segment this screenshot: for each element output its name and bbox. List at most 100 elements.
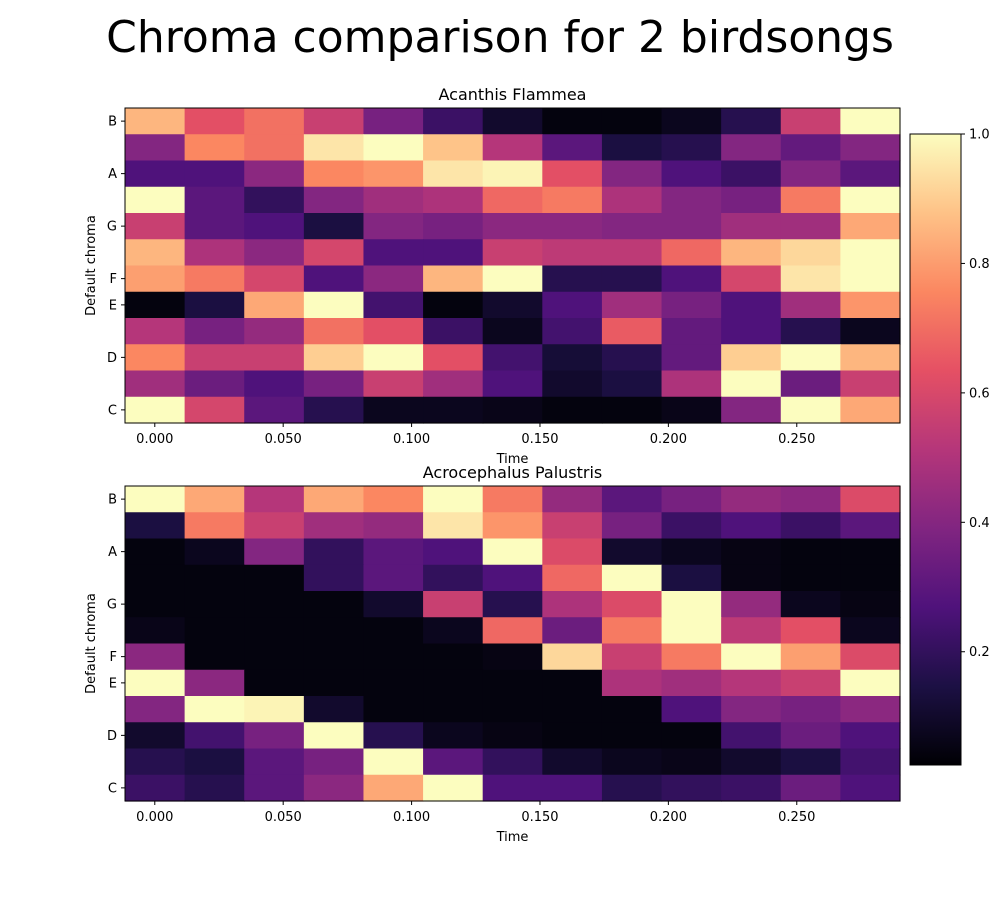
heatmap-cell	[721, 564, 782, 592]
axes-frame	[124, 107, 901, 424]
heatmap-cell	[244, 396, 305, 424]
heatmap-cell	[780, 396, 841, 424]
heatmap-cell	[482, 722, 543, 750]
heatmap-cell	[601, 696, 663, 723]
heatmap-cell	[601, 396, 663, 424]
heatmap-cell	[244, 213, 305, 240]
x-axis-ticks: 0.000 0.050 0.100 0.150 0.200 0.250	[136, 801, 815, 825]
heatmap-cell	[721, 538, 782, 566]
heatmap-cell	[244, 291, 305, 319]
heatmap-cell	[542, 774, 603, 802]
heatmap-cell	[423, 696, 484, 723]
heatmap-cell	[840, 134, 901, 162]
heatmap-cell	[363, 344, 424, 372]
heatmap-cell	[721, 396, 782, 424]
y-tick-label: C	[108, 403, 117, 418]
heatmap-cell	[423, 748, 484, 776]
heatmap-cell	[303, 748, 365, 776]
heatmap-cell	[482, 512, 543, 540]
heatmap-cell	[661, 318, 722, 345]
heatmap-cell	[423, 344, 484, 372]
heatmap-cell	[244, 486, 305, 513]
heatmap-cell	[125, 696, 186, 723]
heatmap-cell	[661, 617, 722, 645]
heatmap-cell	[482, 160, 543, 188]
heatmap-cell	[780, 591, 841, 618]
heatmap-cell	[423, 160, 484, 188]
heatmap-cell	[423, 318, 484, 345]
heatmap-cell	[542, 344, 603, 372]
heatmap-cell	[244, 696, 305, 723]
heatmap-cell	[363, 239, 424, 267]
heatmap-cell	[125, 265, 186, 293]
heatmap-cell	[184, 486, 245, 513]
heatmap-cell	[601, 160, 663, 188]
heatmap-cell	[184, 696, 245, 723]
y-tick-label: G	[107, 220, 117, 235]
heatmap-cell	[661, 696, 722, 723]
heatmap-cell	[601, 774, 663, 802]
heatmap-cell	[840, 486, 901, 513]
y-tick-label: E	[109, 676, 117, 691]
heatmap-cell	[363, 265, 424, 293]
heatmap-cell	[125, 564, 186, 592]
heatmap-cell	[840, 160, 901, 188]
y-tick-label: A	[108, 167, 117, 182]
heatmap-cell	[184, 538, 245, 566]
heatmap-cell	[482, 265, 543, 293]
heatmap-cell	[244, 643, 305, 671]
heatmap-cell	[363, 108, 424, 135]
heatmap-cell	[661, 134, 722, 162]
heatmap-cell	[184, 291, 245, 319]
heatmap-cell	[661, 265, 722, 293]
heatmap-cell	[125, 748, 186, 776]
heatmap-cell	[601, 318, 663, 345]
heatmap-cell	[303, 591, 365, 618]
heatmap-cell	[125, 486, 186, 513]
heatmap-cell	[184, 265, 245, 293]
heatmap-cell	[601, 134, 663, 162]
heatmap-cell	[303, 486, 365, 513]
heatmap-cell	[423, 265, 484, 293]
heatmap-cell	[363, 512, 424, 540]
heatmap-cell	[303, 643, 365, 671]
heatmap-cell	[840, 318, 901, 345]
heatmap-cell	[363, 722, 424, 750]
heatmap-cell	[125, 774, 186, 802]
heatmap-cell	[184, 591, 245, 618]
heatmap-cell	[661, 564, 722, 592]
heatmap-cell	[780, 774, 841, 802]
colorbar-tick-label: 0.8	[969, 257, 990, 272]
heatmap-cell	[542, 318, 603, 345]
heatmap-cell	[542, 213, 603, 240]
heatmap-cell	[840, 748, 901, 776]
heatmap-cell	[303, 344, 365, 372]
heatmap-cell	[184, 370, 245, 398]
heatmap-cell	[423, 291, 484, 319]
heatmap-cell	[482, 748, 543, 776]
heatmap-cell	[244, 669, 305, 697]
heatmap-cell	[423, 617, 484, 645]
heatmap-cell	[184, 617, 245, 645]
colorbar-tick-label: 0.2	[969, 645, 990, 660]
heatmap-cell	[542, 617, 603, 645]
heatmap-cell	[601, 344, 663, 372]
heatmap-cell	[303, 696, 365, 723]
heatmap-cell	[303, 108, 365, 135]
heatmap-cell	[780, 617, 841, 645]
heatmap-cell	[423, 396, 484, 424]
heatmap-cell	[542, 564, 603, 592]
x-tick-label: 0.000	[136, 810, 173, 825]
heatmap-cell	[363, 186, 424, 214]
heatmap-cell	[303, 318, 365, 345]
y-tick-label: D	[107, 351, 117, 366]
heatmap-cell	[125, 160, 186, 188]
heatmap-cell	[482, 186, 543, 214]
heatmap-cell	[363, 538, 424, 566]
heatmap-cell	[840, 591, 901, 618]
x-tick-label: 0.250	[778, 810, 815, 825]
heatmap-cell	[423, 370, 484, 398]
heatmap-cell	[303, 396, 365, 424]
heatmap-cell	[244, 160, 305, 188]
heatmap-cell	[125, 134, 186, 162]
